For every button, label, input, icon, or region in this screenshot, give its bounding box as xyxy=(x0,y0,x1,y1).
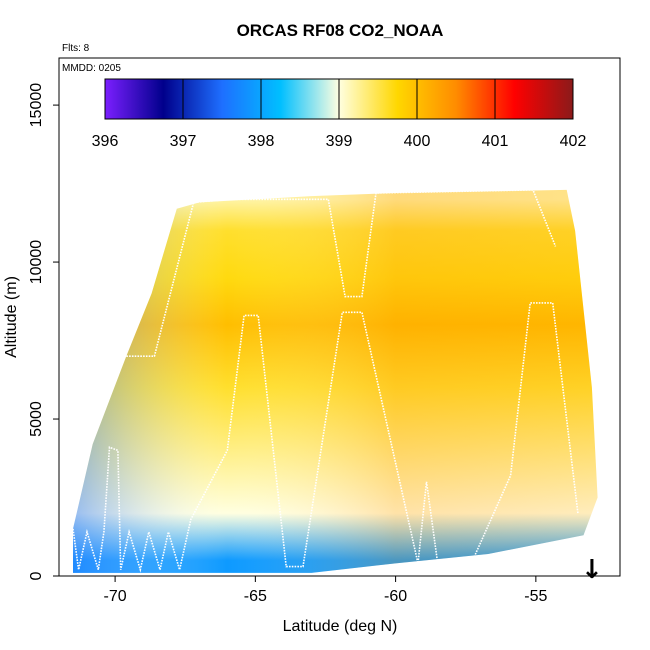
plot-area: Flts: 8 MMDD: 0205 396 397 398 399 400 401 402… xyxy=(58,43,621,585)
colorbar-tick-label: 398 xyxy=(248,133,275,150)
colorbar-tick-label: 401 xyxy=(482,133,509,150)
flight-track-upper-line xyxy=(120,189,557,358)
x-axis-label: Latitude (deg N) xyxy=(283,618,398,635)
flights-note: Flts: 8 xyxy=(62,43,90,54)
y-tick-label: 15000 xyxy=(28,83,45,128)
colorbar-tick-label: 400 xyxy=(404,133,431,150)
location-marker-arrow: ↓ xyxy=(581,555,603,585)
y-axis-label: Altitude (m) xyxy=(3,276,20,358)
x-tick-label: -55 xyxy=(524,588,547,605)
colorbar-tick-label: 399 xyxy=(326,133,353,150)
y-tick-label: 5000 xyxy=(28,401,45,437)
x-tick-label: -65 xyxy=(244,588,267,605)
chart-title: ORCAS RF08 CO2_NOAA xyxy=(237,21,444,40)
colorbar-tick-label: 397 xyxy=(170,133,197,150)
y-axis: 0 5000 10000 15000 xyxy=(28,83,59,580)
colorbar-tick-label: 396 xyxy=(92,133,119,150)
colorbar-tick-label: 402 xyxy=(560,133,587,150)
date-note: MMDD: 0205 xyxy=(62,63,121,74)
flight-track-line xyxy=(72,302,579,573)
x-tick-label: -70 xyxy=(104,588,127,605)
colorbar: 396 397 398 399 400 401 402 xyxy=(92,78,587,150)
colorbar-ticks: 396 397 398 399 400 401 402 xyxy=(92,79,587,150)
y-tick-label: 0 xyxy=(28,571,45,580)
y-tick-label: 10000 xyxy=(28,240,45,285)
x-axis: -70 -65 -60 -55 xyxy=(104,576,548,605)
x-tick-label: -60 xyxy=(384,588,407,605)
plot-frame xyxy=(58,57,621,577)
